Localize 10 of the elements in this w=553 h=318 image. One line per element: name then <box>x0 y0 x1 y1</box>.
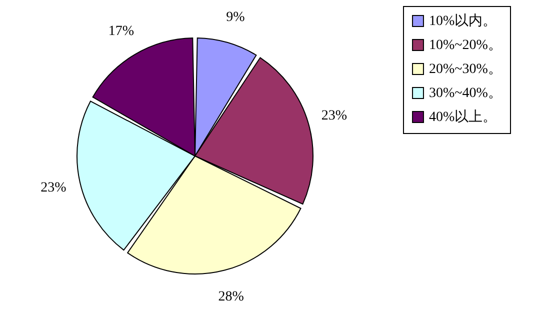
data-label: 9% <box>226 10 246 25</box>
data-label: 28% <box>218 289 244 304</box>
legend-label: 20%~30%。 <box>429 62 502 77</box>
legend-label: 40%以上。 <box>429 109 497 125</box>
legend-label: 10%~20%。 <box>429 38 502 53</box>
legend-label: 10%以内。 <box>429 13 497 29</box>
data-label: 23% <box>40 180 67 196</box>
data-label: 23% <box>321 108 348 124</box>
legend-label: 30%~40%。 <box>429 86 502 101</box>
data-label: 17% <box>108 24 134 40</box>
